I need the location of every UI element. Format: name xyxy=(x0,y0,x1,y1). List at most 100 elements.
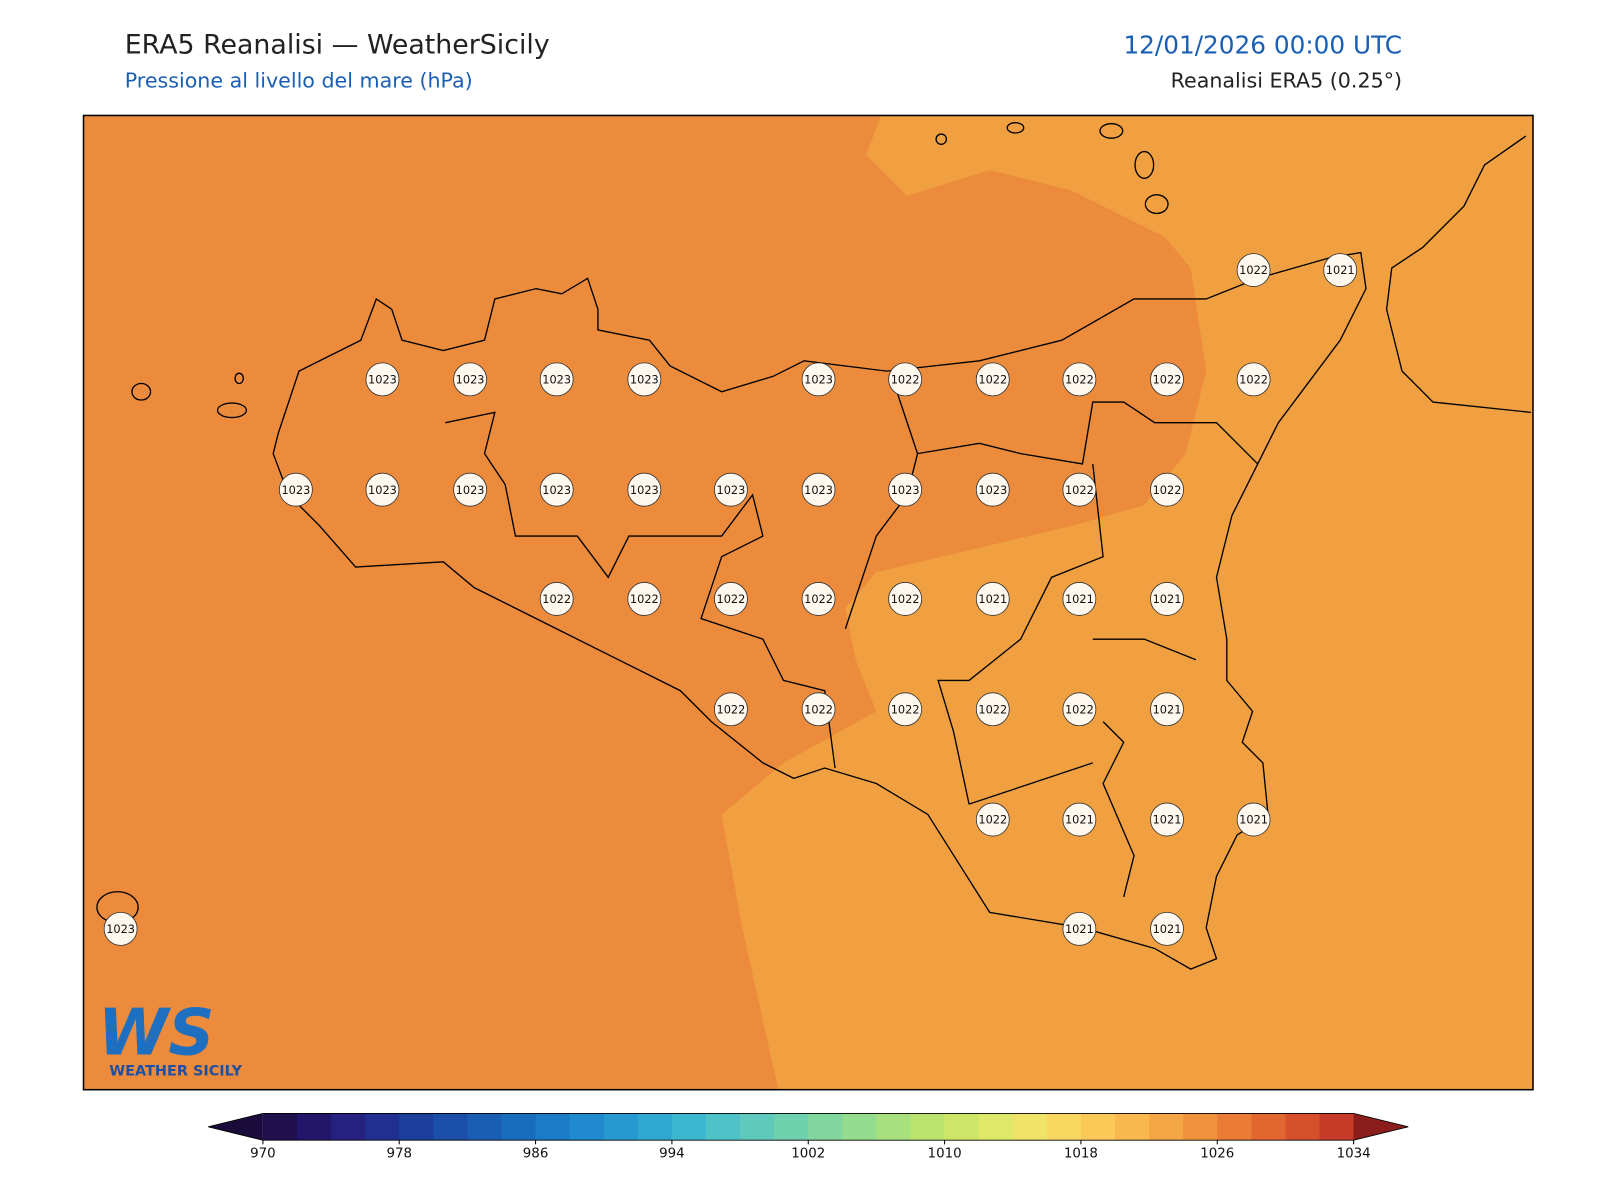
pressure-label: 1021 xyxy=(1326,263,1355,277)
colorbar-bin xyxy=(978,1113,1014,1141)
station-marker xyxy=(1062,692,1097,727)
colorbar-tick-label: 986 xyxy=(523,1147,549,1162)
logo: WS WEATHER SICILY xyxy=(98,997,243,1080)
pressure-label: 1023 xyxy=(456,373,485,387)
station-marker xyxy=(975,472,1010,507)
station-marker xyxy=(539,362,574,397)
station-marker xyxy=(365,362,400,397)
pressure-label: 1022 xyxy=(978,813,1007,827)
calabria-coastline xyxy=(1385,135,1531,414)
colorbar-tick-label: 1018 xyxy=(1064,1147,1098,1162)
pressure-label: 1021 xyxy=(1153,922,1182,936)
station-marker xyxy=(627,472,662,507)
colorbar-bin xyxy=(467,1113,502,1141)
pressure-label: 1022 xyxy=(978,702,1007,716)
colorbar-under xyxy=(208,1113,263,1141)
datetime: 12/01/2026 00:00 UTC xyxy=(1123,31,1402,60)
station-marker xyxy=(801,472,836,507)
pressure-label: 1023 xyxy=(456,483,485,497)
pressure-label: 1023 xyxy=(281,483,310,497)
colorbar-bin xyxy=(842,1113,877,1141)
pressure-label: 1021 xyxy=(1065,592,1094,606)
station-marker xyxy=(714,472,748,507)
colorbar-bin xyxy=(774,1113,809,1141)
colorbar-tick-label: 1002 xyxy=(791,1147,825,1162)
station-marker xyxy=(1062,582,1097,616)
colorbar-bin xyxy=(910,1113,946,1141)
colorbar-bin xyxy=(262,1113,298,1141)
station-marker xyxy=(539,472,574,507)
pressure-label: 1023 xyxy=(368,483,397,497)
pressure-field-low xyxy=(721,115,1533,1090)
pressure-label: 1022 xyxy=(1065,373,1094,387)
station-marker xyxy=(627,582,662,616)
colorbar-bin xyxy=(1080,1113,1116,1141)
station-marker xyxy=(453,362,488,397)
pressure-label: 1022 xyxy=(891,373,920,387)
station-marker xyxy=(975,362,1010,397)
pressure-label: 1021 xyxy=(1065,813,1094,827)
pressure-label: 1022 xyxy=(1153,373,1182,387)
pressure-label: 1021 xyxy=(1153,592,1182,606)
pressure-label: 1023 xyxy=(978,483,1007,497)
station-marker xyxy=(1062,472,1097,507)
pressure-label: 1022 xyxy=(1239,373,1268,387)
station-marker xyxy=(1150,911,1184,946)
pressure-label: 1022 xyxy=(891,592,920,606)
colorbar-tick-label: 994 xyxy=(659,1147,685,1162)
station-marker xyxy=(453,472,488,507)
colorbar-bin xyxy=(740,1113,775,1141)
islands xyxy=(96,122,1169,924)
station-marker xyxy=(1062,362,1097,397)
colorbar: 970 978 986 994 1002 1010 1018 1026 1034 xyxy=(208,1112,1409,1162)
pressure-label: 1023 xyxy=(542,373,571,387)
pressure-label: 1021 xyxy=(1153,702,1182,716)
station-marker xyxy=(1150,362,1184,397)
pressure-label: 1023 xyxy=(368,373,397,387)
colorbar-tick-label: 970 xyxy=(250,1147,276,1162)
station-marker xyxy=(1150,692,1184,727)
colorbar-bin xyxy=(637,1113,673,1141)
logo-mark: WS xyxy=(98,997,215,1071)
pressure-label: 1022 xyxy=(1239,263,1268,277)
pressure-label: 1021 xyxy=(1065,922,1094,936)
station-marker xyxy=(714,582,748,616)
colorbar-bin xyxy=(1012,1113,1048,1141)
pressure-label: 1022 xyxy=(717,592,746,606)
pressure-label: 1023 xyxy=(717,483,746,497)
pressure-label: 1022 xyxy=(717,702,746,716)
station-marker xyxy=(1062,911,1097,946)
station-marker xyxy=(1236,802,1271,837)
pressure-label: 1022 xyxy=(630,592,659,606)
colorbar-bin xyxy=(808,1113,843,1141)
pressure-labels: 1022 1021 1023 1023 1023 1023 1023 1022 1022 1022… xyxy=(103,253,1358,946)
station-marker xyxy=(888,472,923,507)
colorbar-bin xyxy=(1115,1113,1150,1141)
colorbar-bin xyxy=(1183,1113,1218,1141)
station-marker xyxy=(975,802,1010,837)
pressure-label: 1023 xyxy=(542,483,571,497)
colorbar-bin xyxy=(603,1113,639,1141)
station-marker xyxy=(888,582,923,616)
pressure-label: 1023 xyxy=(630,373,659,387)
colorbar-tick-label: 1010 xyxy=(928,1147,962,1162)
colorbar-bin xyxy=(876,1113,912,1141)
colorbar-bin xyxy=(433,1113,468,1141)
station-marker xyxy=(539,582,574,616)
colorbar-bin xyxy=(331,1113,366,1141)
pressure-label: 1023 xyxy=(106,922,135,936)
logo-name: WEATHER SICILY xyxy=(109,1063,242,1079)
colorbar-tick-label: 1034 xyxy=(1337,1147,1371,1162)
colorbar-tick-label: 1026 xyxy=(1200,1147,1234,1162)
colorbar-bin xyxy=(1046,1113,1082,1141)
station-marker xyxy=(1323,253,1358,288)
station-marker xyxy=(1236,362,1271,397)
colorbar-bin xyxy=(569,1113,605,1141)
station-marker xyxy=(103,911,138,946)
station-marker xyxy=(888,362,923,397)
colorbar-bin xyxy=(296,1113,332,1141)
colorbar-bin xyxy=(1285,1113,1321,1141)
map-frame xyxy=(82,114,1534,1091)
station-marker xyxy=(801,362,836,397)
